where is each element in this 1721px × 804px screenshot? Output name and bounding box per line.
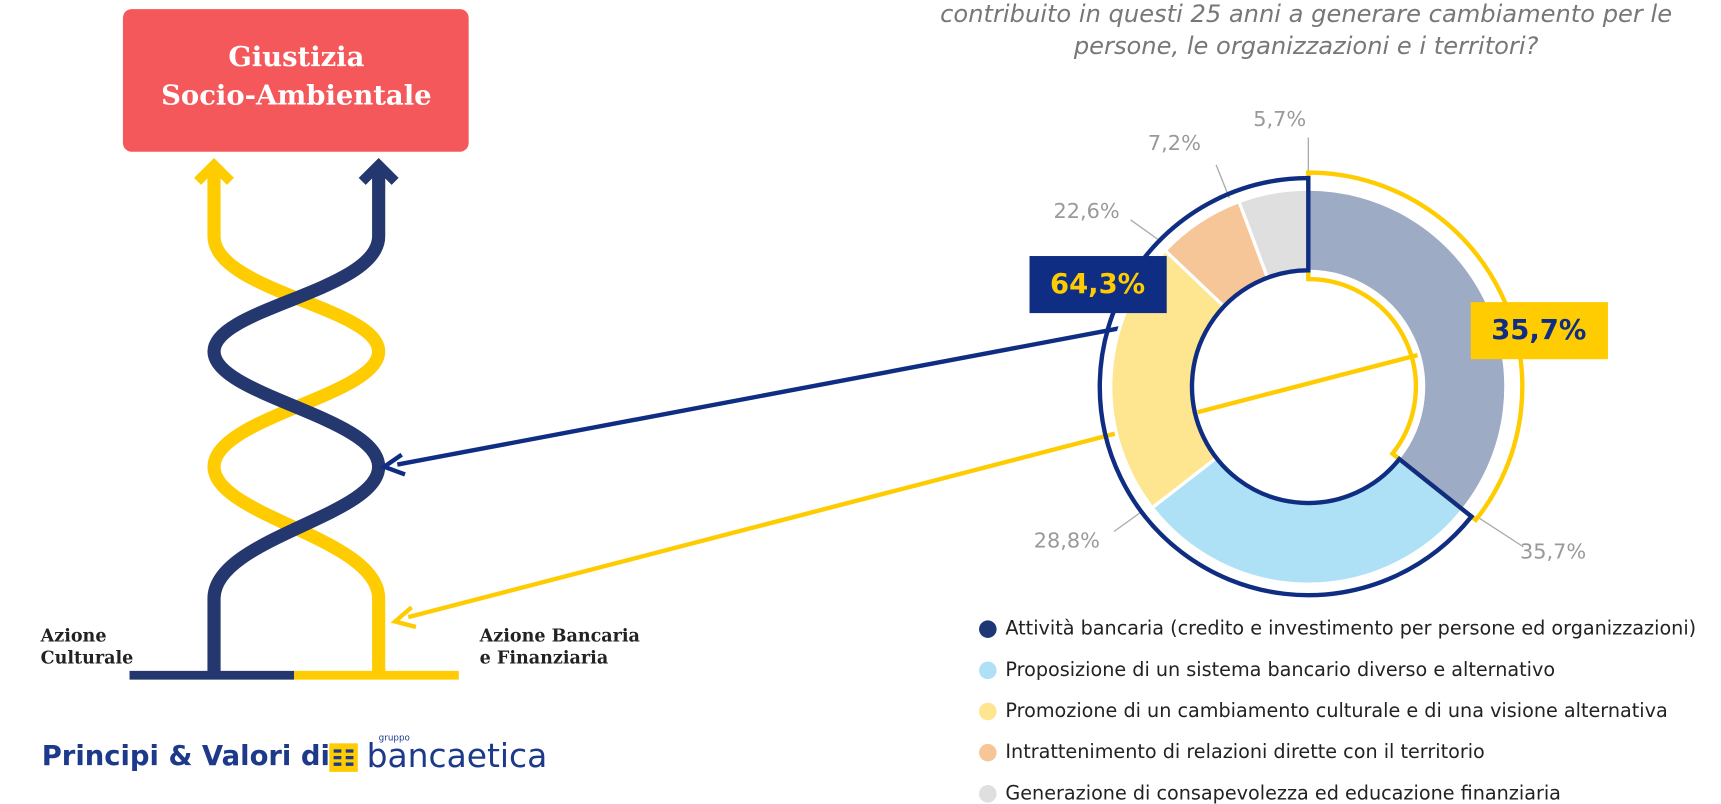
slice-label: 35,7% [1520, 539, 1586, 563]
logo-icon [329, 743, 358, 772]
arrows [379, 323, 1466, 630]
goal-text: Giustizia [228, 41, 364, 73]
yellow-strand [207, 170, 386, 676]
legend-label: Attività bancaria (credito e investiment… [1005, 617, 1696, 640]
legend-swatch [979, 702, 997, 721]
navy-strand [207, 170, 386, 676]
slice-label: 28,8% [1034, 528, 1100, 552]
helix [129, 157, 459, 680]
leader-line [1130, 219, 1162, 243]
legend-label: Promozione di un cambiamento culturale e… [1005, 699, 1667, 722]
legend-swatch [979, 620, 997, 638]
footer: Principi & Valori di [42, 741, 330, 772]
logo-name: bancaetica [367, 736, 548, 775]
arrow-head [379, 452, 406, 477]
group-box [1470, 302, 1608, 360]
right-label: e Finanziaria [480, 648, 609, 668]
slice-label: 7,2% [1148, 131, 1201, 155]
legend-swatch [979, 743, 997, 762]
arrow-head [390, 605, 417, 630]
legend-label: Proposizione di un sistema bancario dive… [1005, 658, 1555, 681]
donut-slice [1306, 187, 1508, 512]
legend-label: Intrattenimento di relazioni dirette con… [1005, 740, 1484, 763]
arrowhead [358, 157, 399, 185]
legend-swatch [979, 785, 997, 803]
group-outline [1306, 170, 1525, 524]
group-label: 64,3% [1050, 269, 1145, 300]
arrowhead [194, 157, 234, 185]
slice-label: 22,6% [1053, 199, 1119, 223]
slice-label: 5,7% [1253, 107, 1306, 131]
goal-text: Socio-Ambientale [161, 79, 431, 111]
group-box [1029, 256, 1167, 314]
arrow [396, 323, 1137, 467]
goal-box [122, 9, 469, 152]
right-label: Azione Bancaria [479, 626, 640, 646]
left-label: Azione [40, 626, 107, 646]
left-label: Culturale [41, 648, 134, 668]
logo-prefix: gruppo [379, 733, 410, 743]
leader-line [1475, 515, 1524, 548]
title-box: Come pensi che l'azione del Gruppo Banca… [940, 1, 1673, 61]
legend-swatch [979, 661, 997, 680]
arrow [407, 340, 1466, 620]
legend-label: Generazione di consapevolezza ed educazi… [1005, 781, 1561, 804]
group-outline [1097, 175, 1475, 598]
group-label: 35,7% [1491, 315, 1586, 346]
chart-title: Come pensi che l'azione del Gruppo Banca… [940, 1, 1673, 61]
logo-icon [333, 749, 354, 766]
leader-line [1113, 511, 1142, 533]
